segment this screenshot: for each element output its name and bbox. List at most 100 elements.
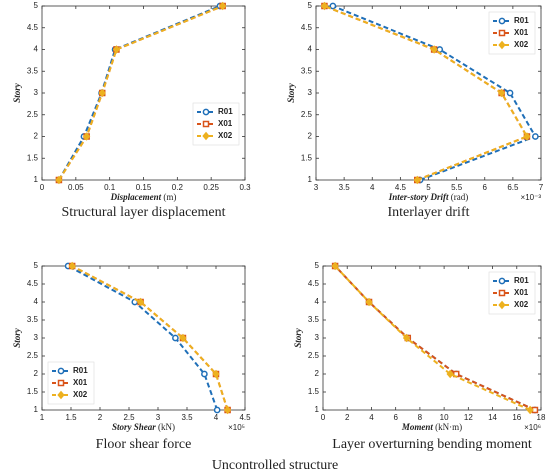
x-tick-label: 3	[156, 413, 161, 422]
legend-label: R01	[73, 366, 88, 375]
x-tick-label: 12	[464, 413, 473, 422]
marker	[497, 88, 506, 98]
x-tick-label: 5.5	[451, 183, 463, 192]
panel-caption: Layer overturning bending moment	[332, 437, 532, 452]
plot-area	[41, 5, 246, 181]
x-multiplier: ×10⁵	[228, 423, 245, 432]
x-axis-label: Moment (kN·m)	[401, 422, 462, 432]
y-tick-label: 4.5	[27, 279, 39, 288]
x-multiplier: ×10⁶	[524, 423, 541, 432]
y-tick-label: 4.5	[301, 23, 313, 32]
x-tick-label: 5	[426, 183, 431, 192]
y-axis-label: Story	[12, 327, 22, 348]
y-tick-label: 2.5	[27, 351, 39, 360]
x-tick-label: 1.5	[65, 413, 77, 422]
y-tick-label: 3.5	[27, 315, 39, 324]
x-tick-label: 3.5	[339, 183, 351, 192]
y-tick-label: 3.5	[301, 66, 313, 75]
x-label-unit: (kN·m)	[435, 422, 462, 432]
legend-label: X01	[514, 28, 529, 37]
series-line	[332, 5, 537, 181]
x-tick-label: 16	[512, 413, 521, 422]
marker	[365, 297, 373, 307]
y-tick-label: 3.5	[308, 315, 320, 324]
legend-marker	[202, 131, 210, 141]
legend-marker	[498, 29, 506, 37]
x-label-name: Inter-story Drift	[388, 192, 449, 202]
y-axis-label: Story	[293, 327, 303, 348]
x-tick-label: 4.5	[239, 413, 251, 422]
marker	[212, 369, 220, 379]
x-tick-label: 4	[214, 413, 219, 422]
x-tick-label: 0.1	[104, 183, 116, 192]
y-tick-label: 1.5	[308, 387, 320, 396]
series-line	[71, 265, 229, 411]
marker	[112, 45, 121, 54]
x-tick-label: 0.05	[68, 183, 84, 192]
y-tick-label: 3.5	[27, 66, 39, 75]
marker	[523, 132, 531, 141]
x-tick-label: 10	[440, 413, 449, 422]
legend-label: X01	[73, 378, 88, 387]
legend-label: X02	[514, 300, 529, 309]
y-tick-label: 1	[34, 405, 39, 414]
y-tick-label: 2.5	[27, 110, 39, 119]
y-tick-label: 3	[315, 333, 320, 342]
marker	[136, 297, 145, 307]
y-axis-label: Story	[12, 82, 22, 103]
x-tick-label: 0	[40, 183, 45, 192]
y-tick-label: 2	[34, 369, 39, 378]
x-tick-label: 0.2	[172, 183, 184, 192]
x-axis-label: Inter-story Drift (rad)	[388, 192, 469, 202]
legend-marker	[57, 367, 65, 375]
marker	[526, 405, 534, 415]
marker	[201, 370, 208, 378]
x-tick-label: 18	[537, 413, 546, 422]
y-tick-label: 5	[34, 1, 39, 10]
legend-label: X02	[218, 131, 233, 140]
y-tick-label: 1	[34, 175, 39, 184]
panel-caption: Structural layer displacement	[61, 205, 225, 220]
x-tick-label: 3.5	[181, 413, 193, 422]
x-tick-label: 4.5	[395, 183, 407, 192]
panel-caption: Floor shear force	[96, 437, 192, 452]
figure-caption: Uncontrolled structure	[212, 458, 338, 473]
marker	[331, 261, 339, 271]
marker	[402, 333, 411, 343]
x-label-unit: (kN)	[158, 422, 175, 432]
legend-marker	[498, 300, 506, 310]
y-tick-label: 2.5	[308, 351, 320, 360]
legend-box	[47, 361, 95, 405]
x-label-name: Story Shear	[112, 422, 156, 432]
legend-marker	[57, 390, 65, 400]
y-axis-label: Story	[286, 82, 296, 103]
y-tick-label: 2	[34, 132, 39, 141]
y-tick-label: 1.5	[27, 387, 39, 396]
legend-marker	[498, 289, 506, 297]
legend-marker	[202, 120, 210, 128]
x-tick-label: 0	[321, 413, 326, 422]
y-tick-label: 4	[34, 45, 39, 54]
legend-label: X01	[218, 119, 233, 128]
x-tick-label: 0.15	[136, 183, 152, 192]
legend-marker	[57, 379, 65, 387]
x-tick-label: 7	[539, 183, 544, 192]
legend-label: X02	[514, 40, 529, 49]
x-multiplier: ×10⁻³	[521, 193, 542, 202]
marker	[329, 2, 337, 10]
x-tick-label: 8	[418, 413, 423, 422]
y-tick-label: 3	[308, 88, 313, 97]
marker	[320, 1, 329, 11]
marker	[413, 175, 421, 185]
x-label-unit: (rad)	[451, 192, 469, 202]
legend-label: R01	[514, 276, 529, 285]
y-tick-label: 2.5	[301, 110, 313, 119]
x-tick-label: 4	[370, 183, 375, 192]
x-axis-label: Displacement (m)	[110, 192, 177, 202]
x-tick-label: 1	[40, 413, 45, 422]
legend-marker	[498, 17, 506, 25]
y-tick-label: 4	[315, 297, 320, 306]
y-tick-label: 5	[308, 1, 313, 10]
marker	[430, 45, 438, 54]
marker	[179, 333, 187, 343]
